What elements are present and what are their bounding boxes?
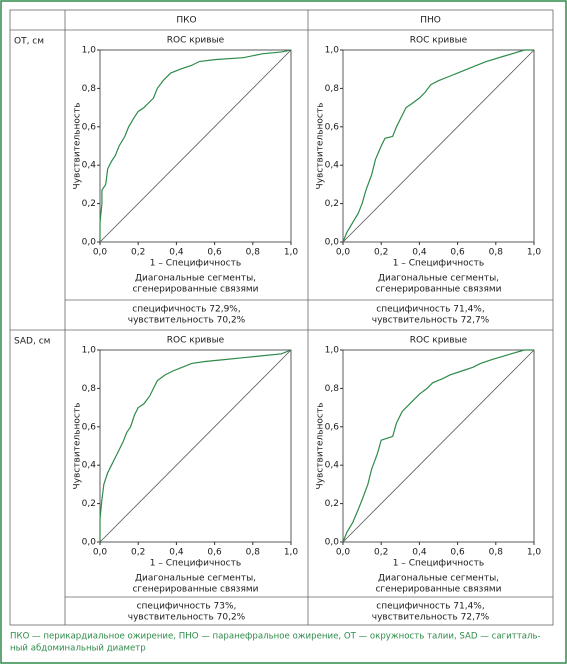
x-tick-label: 0,4 xyxy=(169,548,184,558)
x-tick-label: 0,4 xyxy=(169,248,184,258)
chart-title: ROC кривые xyxy=(167,36,225,46)
note: Диагональные сегменты, xyxy=(378,274,499,284)
y-axis-label: Чувствительность xyxy=(73,103,83,190)
chart-title: ROC кривые xyxy=(410,36,468,46)
x-tick-label: 0,4 xyxy=(412,248,427,258)
stats-text: специфичность 73%, xyxy=(137,602,237,612)
plot-frame xyxy=(99,49,292,243)
x-tick-label: 0,0 xyxy=(336,548,351,558)
y-axis-label: Чувствительность xyxy=(316,403,326,490)
y-tick-label: 0,0 xyxy=(82,238,97,248)
x-tick-label: 0,6 xyxy=(450,248,465,258)
y-tick-label: 0,6 xyxy=(325,422,340,432)
x-tick-label: 0,8 xyxy=(489,548,504,558)
x-tick-label: 0,8 xyxy=(489,248,504,258)
roc-line xyxy=(99,49,292,242)
row-label: SAD, см xyxy=(14,337,50,347)
y-tick-label: 0,6 xyxy=(82,122,97,132)
stats-text: чувствительность 72,7% xyxy=(372,613,490,623)
plot-frame xyxy=(342,49,535,243)
y-tick-label: 0,8 xyxy=(82,384,97,394)
column-header: ПНО xyxy=(420,16,441,26)
y-axis-label: Чувствительность xyxy=(73,403,83,490)
x-tick-label: 1,0 xyxy=(284,548,299,558)
roc-line xyxy=(342,49,534,243)
x-tick-label: 0,0 xyxy=(93,548,108,558)
x-tick-label: 0,2 xyxy=(131,548,145,558)
x-tick-label: 0,4 xyxy=(412,548,427,558)
x-tick-label: 0,2 xyxy=(374,548,388,558)
x-axis-label: 1 – Специфичность xyxy=(393,559,484,569)
plot-frame xyxy=(342,349,535,543)
chart-title: ROC кривые xyxy=(410,336,468,346)
roc-line xyxy=(342,349,535,543)
note: сгенерированные связями xyxy=(132,285,258,295)
x-tick-label: 0,6 xyxy=(207,548,222,558)
note: сгенерированные связями xyxy=(132,585,258,595)
caption: ПКО — перикардиальное ожирение, ПНО — па… xyxy=(10,632,541,642)
y-tick-label: 0,2 xyxy=(82,199,96,209)
note: сгенерированные связями xyxy=(375,285,501,295)
note: Диагональные сегменты, xyxy=(378,574,499,584)
note: Диагональные сегменты, xyxy=(135,574,256,584)
x-tick-label: 0,0 xyxy=(93,248,108,258)
y-tick-label: 0,0 xyxy=(325,538,340,548)
y-tick-label: 0,0 xyxy=(82,538,97,548)
x-tick-label: 1,0 xyxy=(527,548,542,558)
stats-text: специфичность 71,4%, xyxy=(376,602,484,612)
roc-line xyxy=(99,349,292,542)
note: Диагональные сегменты, xyxy=(135,274,256,284)
roc-line xyxy=(99,349,292,543)
x-tick-label: 0,6 xyxy=(450,548,465,558)
y-tick-label: 0,0 xyxy=(325,238,340,248)
y-tick-label: 0,8 xyxy=(325,84,340,94)
chart-title: ROC кривые xyxy=(167,336,225,346)
x-axis-label: 1 – Специфичность xyxy=(393,259,484,269)
y-tick-label: 0,4 xyxy=(325,461,340,471)
table-border xyxy=(9,9,554,626)
row-label: ОТ, см xyxy=(14,37,44,47)
x-tick-label: 0,8 xyxy=(246,248,261,258)
roc-line xyxy=(342,49,535,243)
y-tick-label: 0,6 xyxy=(82,422,97,432)
x-tick-label: 0,2 xyxy=(131,248,145,258)
y-tick-label: 1,0 xyxy=(325,46,340,56)
stats-text: чувствительность 70,2% xyxy=(128,316,246,326)
x-tick-label: 1,0 xyxy=(284,248,299,258)
x-tick-label: 0,2 xyxy=(374,248,388,258)
note: сгенерированные связями xyxy=(375,585,501,595)
x-tick-label: 1,0 xyxy=(527,248,542,258)
column-header: ПКО xyxy=(176,16,196,26)
y-tick-label: 0,4 xyxy=(82,461,97,471)
x-tick-label: 0,0 xyxy=(336,248,351,258)
y-tick-label: 1,0 xyxy=(325,346,340,356)
stats-text: специфичность 71,4%, xyxy=(376,305,484,315)
y-tick-label: 0,4 xyxy=(325,161,340,171)
x-axis-label: 1 – Специфичность xyxy=(150,559,241,569)
plot-frame xyxy=(99,349,292,543)
roc-line xyxy=(99,49,292,243)
y-tick-label: 0,6 xyxy=(325,122,340,132)
y-tick-label: 0,2 xyxy=(82,499,96,509)
y-tick-label: 0,2 xyxy=(325,499,339,509)
y-tick-label: 0,8 xyxy=(82,84,97,94)
y-tick-label: 0,4 xyxy=(82,161,97,171)
x-tick-label: 0,8 xyxy=(246,548,261,558)
y-axis-label: Чувствительность xyxy=(316,103,326,190)
stats-text: чувствительность 72,7% xyxy=(372,316,490,326)
y-tick-label: 1,0 xyxy=(82,46,97,56)
caption: ный абдоминальный диаметр xyxy=(10,644,146,654)
stats-text: специфичность 72,9%, xyxy=(132,305,240,315)
roc-line xyxy=(342,349,534,543)
y-tick-label: 1,0 xyxy=(82,346,97,356)
x-axis-label: 1 – Специфичность xyxy=(150,259,241,269)
y-tick-label: 0,2 xyxy=(325,199,339,209)
y-tick-label: 0,8 xyxy=(325,384,340,394)
stats-text: чувствительность 70,2% xyxy=(128,613,246,623)
x-tick-label: 0,6 xyxy=(207,248,222,258)
